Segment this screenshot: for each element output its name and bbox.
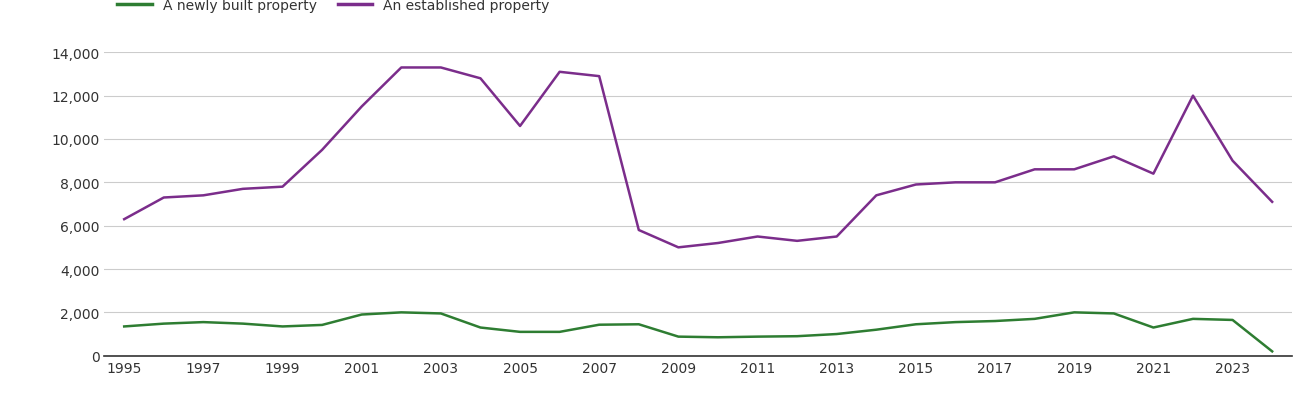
An established property xyxy=(1224,159,1240,164)
An established property xyxy=(908,182,924,187)
A newly built property xyxy=(196,320,211,325)
An established property xyxy=(512,124,527,129)
An established property xyxy=(632,228,647,233)
A newly built property xyxy=(155,321,171,326)
A newly built property xyxy=(315,323,330,328)
A newly built property xyxy=(988,319,1004,324)
A newly built property xyxy=(472,325,488,330)
A newly built property xyxy=(1027,317,1043,321)
A newly built property xyxy=(1066,310,1082,315)
A newly built property xyxy=(591,322,607,327)
Line: A newly built property: A newly built property xyxy=(124,312,1272,351)
An established property xyxy=(354,105,369,110)
An established property xyxy=(235,187,251,192)
A newly built property xyxy=(829,332,844,337)
An established property xyxy=(988,180,1004,185)
An established property xyxy=(1265,200,1280,205)
A newly built property xyxy=(354,312,369,317)
A newly built property xyxy=(512,330,527,335)
A newly built property xyxy=(749,334,765,339)
An established property xyxy=(710,241,726,246)
A newly built property xyxy=(1224,318,1240,323)
An established property xyxy=(868,193,883,198)
A newly built property xyxy=(1265,349,1280,354)
An established property xyxy=(196,193,211,198)
A newly built property xyxy=(393,310,408,315)
A newly built property xyxy=(790,334,805,339)
An established property xyxy=(393,66,408,71)
An established property xyxy=(1146,172,1161,177)
A newly built property xyxy=(632,322,647,327)
An established property xyxy=(1066,167,1082,172)
Legend: A newly built property, An established property: A newly built property, An established p… xyxy=(111,0,556,18)
An established property xyxy=(1027,167,1043,172)
A newly built property xyxy=(710,335,726,340)
A newly built property xyxy=(552,330,568,335)
An established property xyxy=(275,185,291,190)
An established property xyxy=(947,180,963,185)
A newly built property xyxy=(235,321,251,326)
An established property xyxy=(671,245,686,250)
An established property xyxy=(1185,94,1201,99)
A newly built property xyxy=(275,324,291,329)
An established property xyxy=(749,234,765,239)
An established property xyxy=(472,76,488,81)
An established property xyxy=(155,196,171,200)
An established property xyxy=(433,66,449,71)
A newly built property xyxy=(433,311,449,316)
A newly built property xyxy=(1105,311,1121,316)
An established property xyxy=(829,234,844,239)
A newly built property xyxy=(671,334,686,339)
An established property xyxy=(315,148,330,153)
An established property xyxy=(790,239,805,244)
An established property xyxy=(116,217,132,222)
An established property xyxy=(1105,155,1121,160)
An established property xyxy=(591,74,607,79)
An established property xyxy=(552,70,568,75)
A newly built property xyxy=(116,324,132,329)
Line: An established property: An established property xyxy=(124,68,1272,248)
A newly built property xyxy=(1185,317,1201,321)
A newly built property xyxy=(947,320,963,325)
A newly built property xyxy=(868,328,883,333)
A newly built property xyxy=(1146,325,1161,330)
A newly built property xyxy=(908,322,924,327)
